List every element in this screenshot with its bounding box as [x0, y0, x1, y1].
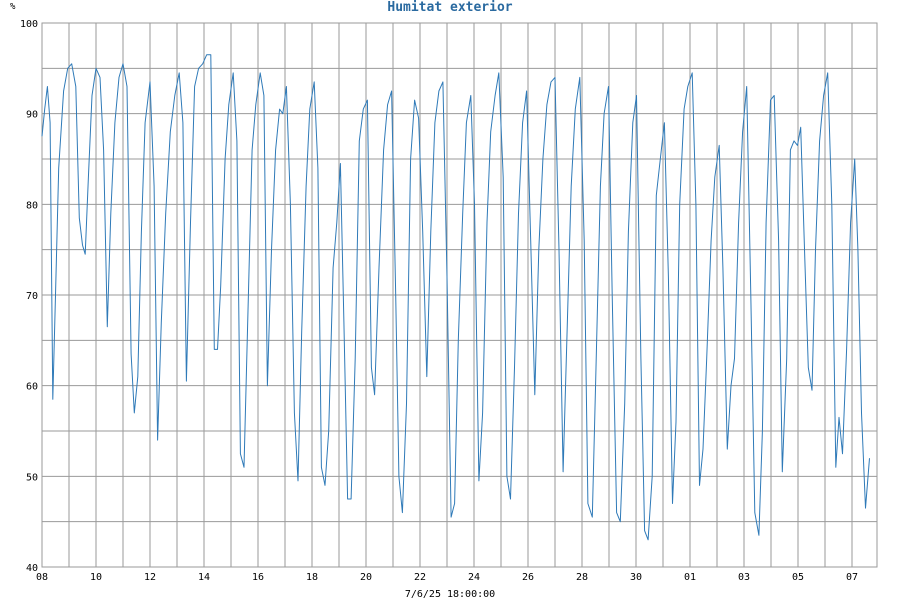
x-tick-label: 28: [576, 572, 588, 583]
y-tick-label: 100: [20, 19, 38, 30]
x-tick-label: 08: [36, 572, 48, 583]
x-tick-label: 10: [90, 572, 102, 583]
y-axis-ticks: 40 50 60 70 80 90 100: [20, 19, 38, 574]
x-tick-label: 07: [846, 572, 858, 583]
x-axis-ticks: 08 10 12 14 16 18 20 22 24 26 28 30 01 03 05 07: [36, 572, 858, 583]
y-tick-label: 90: [26, 110, 38, 121]
x-tick-label: 16: [252, 572, 264, 583]
x-tick-label: 01: [684, 572, 696, 583]
y-tick-label: 70: [26, 291, 38, 302]
x-tick-label: 22: [414, 572, 426, 583]
plot-frame: [41, 22, 878, 568]
x-tick-label: 05: [792, 572, 804, 583]
x-tick-label: 18: [306, 572, 318, 583]
x-tick-label: 20: [360, 572, 372, 583]
y-tick-label: 40: [26, 563, 38, 574]
humidity-series-line: [41, 54, 870, 541]
y-unit-label: %: [10, 2, 16, 12]
x-tick-label: 14: [198, 572, 210, 583]
x-tick-label: 26: [522, 572, 534, 583]
x-tick-label: 12: [144, 572, 156, 583]
x-tick-label: 24: [468, 572, 480, 583]
y-tick-label: 60: [26, 382, 38, 393]
x-tick-label: 30: [630, 572, 642, 583]
y-tick-label: 50: [26, 472, 38, 483]
grid-lines: [42, 23, 877, 567]
chart-title: Humitat exterior: [387, 0, 512, 15]
x-tick-label: 03: [738, 572, 750, 583]
y-tick-label: 80: [26, 200, 38, 211]
timestamp-footer: 7/6/25 18:00:00: [405, 589, 495, 600]
